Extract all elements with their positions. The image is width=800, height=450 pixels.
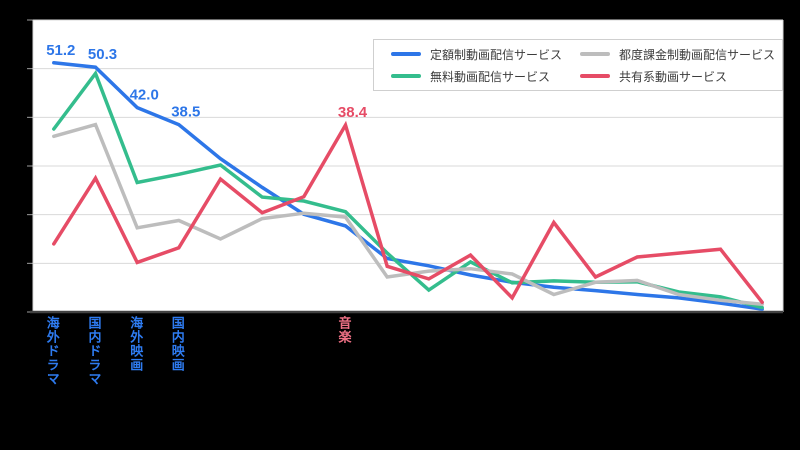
line-video-sharing: [52, 120, 764, 305]
legend-line-swatch-icon: [580, 52, 610, 56]
legend-item-video-sharing: 共有系動画サービス: [580, 65, 782, 87]
legend: 定額制動画配信サービス 無料動画配信サービス 都度課金制動画配信サービス 共有系…: [373, 39, 783, 91]
legend-item-tvod: 都度課金制動画配信サービス: [580, 43, 782, 65]
x-axis-label-8: 音楽: [336, 316, 352, 344]
legend-item-free-vod: 無料動画配信サービス: [391, 65, 580, 87]
data-label-subscription-vod: 38.5: [171, 104, 200, 121]
x-axis-label-4: 国内映画: [169, 316, 185, 372]
legend-label: 定額制動画配信サービス: [430, 47, 563, 62]
data-label-subscription-vod: 50.3: [88, 46, 117, 63]
x-axis-label-1: 海外ドラマ: [44, 316, 60, 386]
data-label-video-sharing: 38.4: [338, 104, 368, 121]
legend-label: 都度課金制動画配信サービス: [619, 47, 776, 62]
legend-line-swatch-icon: [391, 52, 421, 56]
x-axis-label-2: 国内ドラマ: [86, 316, 102, 386]
data-label-subscription-vod: 51.2: [46, 42, 75, 59]
legend-item-subscription-vod: 定額制動画配信サービス: [391, 43, 580, 65]
legend-label: 共有系動画サービス: [619, 69, 728, 84]
line-subscription-vod: [52, 61, 764, 311]
data-label-subscription-vod: 42.0: [130, 87, 159, 104]
legend-line-swatch-icon: [391, 74, 421, 78]
legend-line-swatch-icon: [580, 74, 610, 78]
x-axis-label-3: 海外映画: [128, 316, 144, 372]
legend-label: 無料動画配信サービス: [430, 69, 551, 84]
